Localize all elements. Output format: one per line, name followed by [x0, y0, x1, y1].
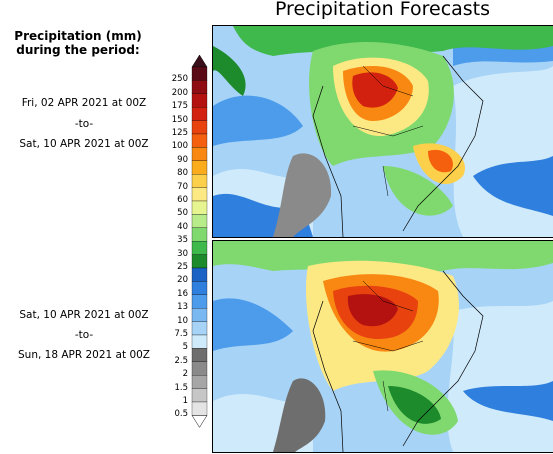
colorbar-tick-label: 30 [177, 248, 188, 259]
colorbar-swatch [191, 107, 208, 121]
period1-end: Sat, 10 APR 2021 at 00Z [19, 138, 149, 150]
colorbar-swatch [191, 294, 208, 309]
colorbar-tick-label: 70 [177, 181, 188, 192]
colorbar-top-triangle [191, 54, 208, 68]
colorbar [191, 54, 208, 435]
colorbar-tick-label: 200 [171, 87, 188, 98]
colorbar-swatch [191, 200, 208, 215]
colorbar-tick-label: 1 [182, 396, 188, 406]
period1-sep: -to- [74, 118, 94, 130]
colorbar-tick-label: 16 [177, 288, 188, 299]
colorbar-swatch [191, 147, 208, 161]
colorbar-tick-label: 60 [177, 195, 188, 205]
legend-title: Precipitation (mm) during the period: [4, 29, 152, 57]
colorbar-swatch [191, 133, 208, 148]
colorbar-swatch [191, 80, 208, 94]
colorbar-swatch [191, 321, 208, 336]
colorbar-swatch [191, 388, 208, 403]
colorbar-swatch [191, 334, 208, 349]
colorbar-swatch [191, 174, 208, 188]
colorbar-tick-label: 1.5 [174, 382, 188, 393]
period2-sep: -to- [74, 329, 94, 341]
colorbar-swatch [191, 254, 208, 269]
period2-start: Sat, 10 APR 2021 at 00Z [19, 309, 149, 321]
colorbar-tick-label: 2.5 [174, 355, 188, 366]
colorbar-tick-label: 90 [177, 154, 188, 165]
colorbar-tick-label: 125 [171, 128, 188, 138]
colorbar-swatch [191, 120, 208, 135]
colorbar-tick-label: 5 [182, 342, 188, 353]
colorbar-tick-label: 10 [177, 315, 188, 326]
colorbar-tick-label: 0.5 [174, 409, 188, 420]
colorbar-swatch [191, 401, 208, 416]
precip-map-1 [213, 26, 553, 237]
legend-title-line1: Precipitation (mm) [14, 29, 142, 43]
colorbar-swatch [191, 160, 208, 175]
period2-end: Sun, 18 APR 2021 at 00Z [18, 349, 150, 361]
map-panel-1 [212, 25, 553, 238]
colorbar-tick-label: 80 [177, 168, 188, 179]
colorbar-tick-label: 25 [177, 262, 188, 272]
colorbar-tick-label: 50 [177, 208, 188, 219]
colorbar-tick-label: 35 [177, 235, 188, 246]
colorbar-swatch [191, 214, 208, 228]
colorbar-swatch [191, 281, 208, 295]
colorbar-swatch [191, 93, 208, 108]
precip-map-2 [213, 241, 553, 452]
colorbar-bottom-triangle [191, 415, 208, 428]
colorbar-svg [191, 54, 208, 428]
colorbar-tick-label: 13 [177, 302, 188, 313]
colorbar-swatch [191, 308, 208, 322]
colorbar-tick-label: 100 [171, 141, 188, 152]
colorbar-swatch [191, 227, 208, 242]
colorbar-tick-label: 20 [177, 275, 188, 286]
colorbar-tick-label: 250 [171, 74, 188, 85]
colorbar-swatch [191, 348, 208, 362]
colorbar-tick-label: 2 [182, 369, 188, 380]
colorbar-swatch [191, 241, 208, 255]
colorbar-swatch [191, 267, 208, 282]
colorbar-tick-label: 7.5 [174, 329, 188, 339]
colorbar-swatch [191, 361, 208, 376]
colorbar-tick-label: 175 [171, 101, 188, 112]
legend-title-line2: during the period: [16, 43, 140, 57]
colorbar-swatch [191, 66, 208, 81]
colorbar-tick-label: 150 [171, 114, 188, 125]
colorbar-swatch [191, 187, 208, 202]
page-title: Precipitation Forecasts [274, 0, 491, 20]
colorbar-tick-label: 40 [177, 221, 188, 232]
colorbar-swatch [191, 375, 208, 389]
map-panel-2 [212, 240, 553, 453]
period1-start: Fri, 02 APR 2021 at 00Z [21, 97, 147, 109]
